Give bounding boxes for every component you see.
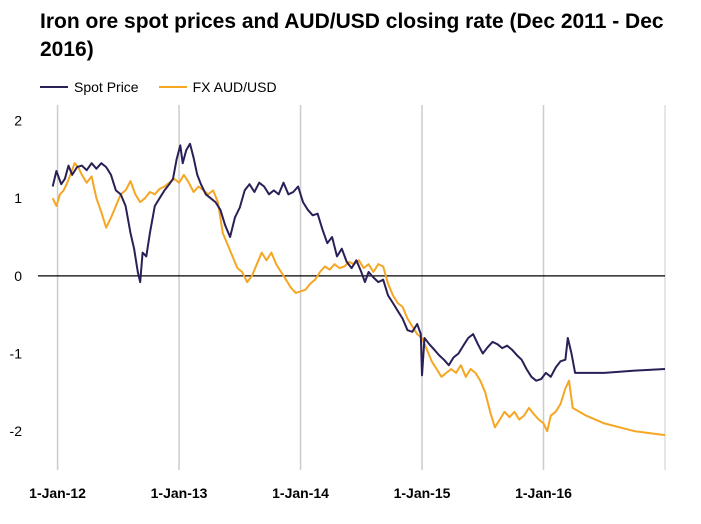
series-line-fx-aud-usd: [51, 162, 666, 437]
vertical-gridlines: [56, 105, 666, 470]
chart-title: Iron ore spot prices and AUD/USD closing…: [40, 10, 664, 61]
y-tick-label: 0: [14, 268, 22, 284]
y-tick-label: 2: [14, 113, 22, 129]
legend-swatch-spot-price: [40, 86, 68, 88]
series-line-spot-price: [51, 142, 666, 382]
y-axis: 2 1 0 -1 -2: [10, 113, 23, 440]
y-tick-label: -2: [10, 423, 23, 439]
y-tick-label: 1: [14, 190, 22, 206]
x-tick-label: 1-Jan-15: [394, 485, 451, 501]
x-tick-label: 1-Jan-16: [515, 485, 572, 501]
x-axis: 1-Jan-12 1-Jan-13 1-Jan-14 1-Jan-15 1-Jan-16: [29, 485, 572, 501]
series-lines: [51, 142, 666, 437]
y-tick-label: -1: [10, 346, 23, 362]
legend-item-fx-aud-usd: FX AUD/USD: [158, 79, 277, 95]
x-tick-label: 1-Jan-12: [29, 485, 86, 501]
legend: Spot Price FX AUD/USD: [40, 79, 297, 95]
legend-label-fx-aud-usd: FX AUD/USD: [192, 79, 277, 95]
legend-label-spot-price: Spot Price: [74, 79, 139, 95]
x-tick-label: 1-Jan-14: [272, 485, 329, 501]
legend-item-spot-price: Spot Price: [40, 79, 139, 95]
x-tick-label: 1-Jan-13: [151, 485, 208, 501]
legend-swatch-fx-aud-usd: [158, 86, 187, 88]
